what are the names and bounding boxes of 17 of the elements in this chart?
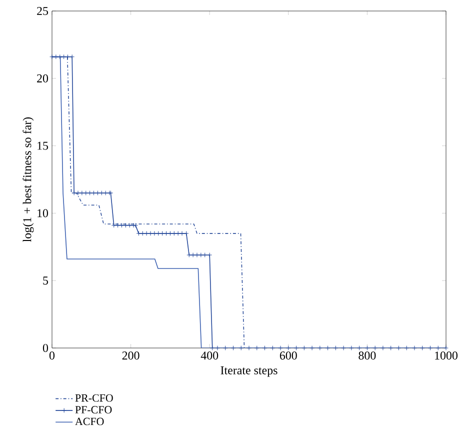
legend-label: ACFO — [75, 418, 104, 426]
x-tick-label: 400 — [200, 352, 218, 360]
x-tick-label: 0 — [49, 352, 55, 360]
x-tick-label: 1000 — [435, 352, 458, 360]
y-tick-label: 15 — [38, 142, 48, 150]
x-axis-title: Iterate steps — [220, 366, 278, 377]
x-tick-label: 200 — [122, 352, 140, 360]
y-tick-label: 20 — [37, 74, 48, 82]
y-tick-label: 10 — [38, 209, 48, 218]
legend-label: PR-CFO — [75, 394, 113, 402]
x-tick-label: 600 — [280, 352, 297, 360]
y-tick-label: 5 — [43, 276, 48, 285]
x-tick-label: 800 — [358, 352, 376, 360]
y-tick-label: 0 — [42, 344, 48, 352]
y-tick-label: 25 — [37, 6, 48, 16]
legend-label: PF-CFO — [75, 406, 112, 414]
y-axis-title: log(1 + best fitness so far) — [22, 117, 34, 242]
